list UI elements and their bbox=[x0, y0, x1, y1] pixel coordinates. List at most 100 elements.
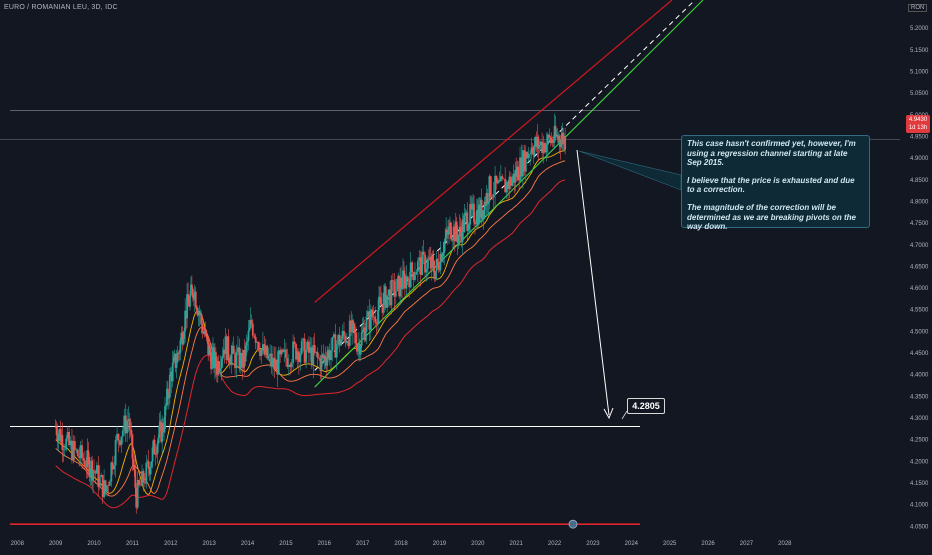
candle-body bbox=[183, 331, 186, 339]
candle-body bbox=[246, 340, 249, 342]
candle-body bbox=[382, 292, 385, 313]
y-tick-9: 4.5000 bbox=[910, 329, 929, 335]
candle-body bbox=[208, 347, 211, 355]
candle-body bbox=[68, 431, 70, 445]
candle-body bbox=[362, 327, 365, 330]
arrow-head-icon bbox=[603, 407, 614, 420]
candle-body bbox=[401, 287, 403, 289]
candle-body bbox=[477, 204, 480, 225]
candle-body bbox=[286, 358, 289, 367]
candle-body bbox=[478, 204, 481, 218]
candle-body bbox=[363, 327, 366, 341]
candle-body bbox=[450, 222, 452, 239]
candle-body bbox=[82, 458, 85, 461]
candle-body bbox=[449, 222, 451, 227]
candle-body bbox=[188, 302, 190, 307]
ma-slow-line bbox=[55, 179, 566, 509]
candle-body bbox=[398, 275, 401, 297]
candle-body bbox=[292, 341, 295, 363]
candle-body bbox=[55, 426, 58, 435]
candle-body bbox=[287, 364, 290, 367]
candle-body bbox=[113, 465, 116, 470]
y-tick-15: 4.8000 bbox=[910, 199, 929, 205]
candle-body bbox=[189, 295, 191, 307]
candle-body bbox=[472, 203, 474, 205]
x-tick-20: 2028 bbox=[778, 541, 792, 547]
candle-body bbox=[212, 347, 214, 353]
candle-body bbox=[563, 136, 566, 145]
x-tick-16: 2024 bbox=[625, 541, 639, 547]
candle-body bbox=[374, 316, 377, 323]
candle-body bbox=[108, 481, 111, 486]
candle-body bbox=[554, 125, 557, 136]
candle-body bbox=[167, 388, 169, 399]
annotation-callout[interactable]: This case hasn't confirmed yet, however,… bbox=[681, 135, 870, 231]
currency-badge[interactable]: RON bbox=[908, 4, 928, 12]
candle-body bbox=[347, 340, 350, 346]
candle-body bbox=[218, 368, 221, 372]
candle-body bbox=[193, 291, 196, 300]
candle-body bbox=[519, 157, 521, 181]
candle-body bbox=[427, 258, 430, 260]
channel-upper-line bbox=[314, 0, 673, 303]
y-tick-16: 4.8500 bbox=[910, 178, 929, 184]
candle-body bbox=[358, 344, 361, 355]
candle-body bbox=[542, 142, 545, 154]
candle-body bbox=[180, 332, 183, 341]
candle-body bbox=[337, 335, 340, 345]
bar-countdown: 1d 13h bbox=[908, 125, 928, 131]
candle-body bbox=[485, 192, 488, 206]
x-tick-15: 2023 bbox=[586, 541, 600, 547]
y-tick-23: 5.2000 bbox=[910, 26, 929, 32]
candle-body bbox=[269, 353, 271, 356]
x-tick-7: 2015 bbox=[279, 541, 293, 547]
candle-body bbox=[231, 345, 234, 355]
candle-body bbox=[354, 331, 356, 334]
candle-body bbox=[62, 449, 65, 451]
candle-body bbox=[261, 344, 264, 349]
candle-body bbox=[305, 349, 307, 363]
y-tick-5: 4.3000 bbox=[910, 416, 929, 422]
candle-body bbox=[300, 340, 303, 354]
candle-body bbox=[186, 294, 189, 319]
candle-body bbox=[499, 176, 502, 182]
candle-body bbox=[427, 258, 429, 269]
candle-body bbox=[428, 257, 431, 259]
candle-body bbox=[106, 485, 108, 492]
candle-body bbox=[564, 136, 567, 150]
y-tick-11: 4.6000 bbox=[910, 286, 929, 292]
candle-body bbox=[471, 204, 473, 210]
candle-body bbox=[325, 361, 328, 366]
candle-body bbox=[234, 353, 236, 369]
candle-body bbox=[498, 180, 501, 182]
candle-body bbox=[452, 226, 455, 240]
candle-body bbox=[353, 323, 355, 332]
candle-body bbox=[98, 476, 101, 488]
candle-body bbox=[158, 425, 161, 438]
candle-body bbox=[448, 226, 450, 235]
candle-body bbox=[512, 173, 515, 181]
candle-body bbox=[290, 362, 293, 368]
candle-body bbox=[419, 257, 422, 276]
candle-body bbox=[173, 353, 176, 358]
candle-body bbox=[516, 166, 519, 177]
candle-body bbox=[536, 136, 539, 147]
candle-body bbox=[293, 341, 296, 345]
candle-body bbox=[123, 415, 126, 431]
candle-body bbox=[377, 310, 379, 324]
x-tick-2: 2010 bbox=[87, 541, 101, 547]
candle-body bbox=[221, 356, 224, 360]
candle-body bbox=[326, 356, 329, 366]
candle-body bbox=[200, 313, 203, 324]
candle-body bbox=[210, 354, 212, 369]
candle-body bbox=[368, 311, 371, 330]
x-tick-3: 2011 bbox=[126, 541, 140, 547]
candle-body bbox=[318, 357, 320, 359]
candle-body bbox=[381, 304, 384, 313]
candle-body bbox=[120, 436, 123, 446]
candle-body bbox=[359, 345, 362, 355]
target-price-label[interactable]: 4.2805 bbox=[627, 398, 665, 414]
